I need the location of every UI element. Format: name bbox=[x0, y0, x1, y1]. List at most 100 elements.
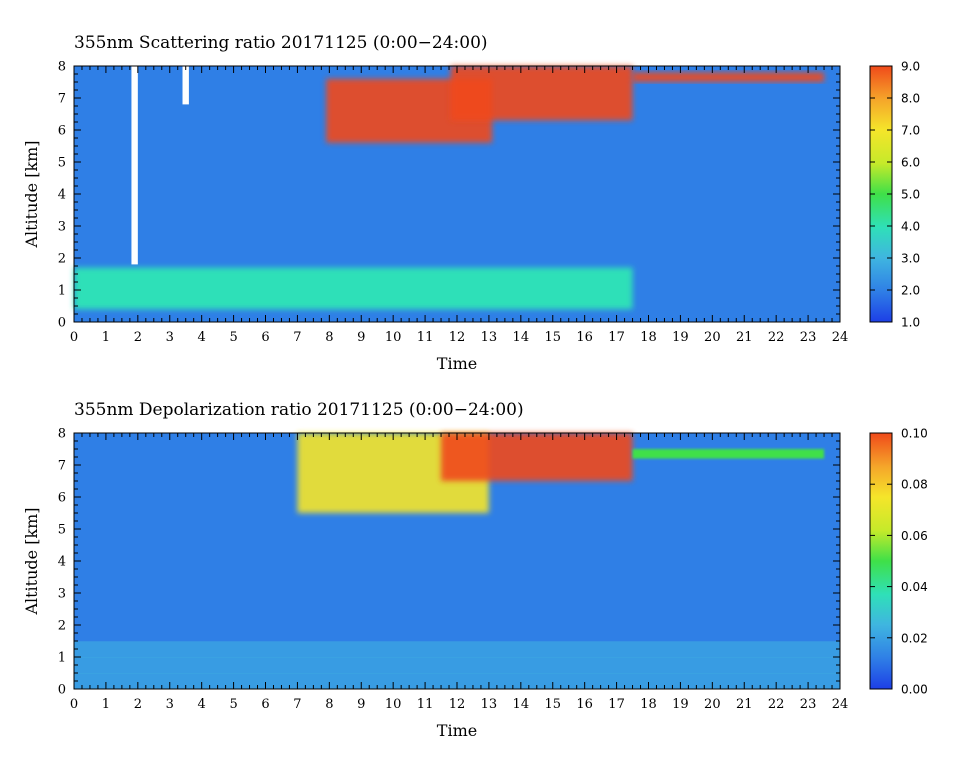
x-tick-label: 10 bbox=[385, 697, 402, 712]
heatmap-band bbox=[74, 194, 840, 211]
x-tick-label: 6 bbox=[261, 330, 269, 345]
x-tick-label: 6 bbox=[261, 697, 269, 712]
heatmap-band bbox=[74, 162, 840, 179]
y-axis: 0 1 2 3 4 5 6 7 8 bbox=[58, 60, 840, 331]
x-tick-label: 20 bbox=[704, 697, 721, 712]
colorbar-tick-label: 3.0 bbox=[901, 252, 920, 266]
heatmap-cloud bbox=[450, 66, 633, 121]
y-tick-label: 0 bbox=[58, 316, 66, 331]
y-tick-label: 7 bbox=[58, 92, 66, 107]
y-tick-label: 6 bbox=[58, 491, 66, 506]
x-tick-label: 1 bbox=[102, 330, 110, 345]
x-tick-label: 15 bbox=[544, 330, 561, 345]
heatmap-band bbox=[74, 178, 840, 195]
y-axis-label: Altitude [km] bbox=[22, 140, 41, 248]
x-tick-label: 5 bbox=[229, 697, 237, 712]
x-tick-label: 14 bbox=[513, 697, 530, 712]
y-tick-label: 3 bbox=[58, 220, 66, 235]
chart-title: 355nm Depolarization ratio 20171125 (0:0… bbox=[74, 400, 524, 420]
colorbar-tick-label: 9.0 bbox=[901, 60, 920, 74]
plot-area bbox=[74, 433, 840, 690]
x-tick-label: 13 bbox=[481, 330, 498, 345]
y-tick-label: 8 bbox=[58, 427, 66, 442]
x-tick-label: 18 bbox=[640, 697, 657, 712]
y-tick-label: 2 bbox=[58, 619, 66, 634]
heatmap-missing bbox=[182, 66, 189, 105]
x-tick-label: 19 bbox=[672, 697, 689, 712]
x-tick-label: 23 bbox=[800, 697, 817, 712]
x-tick-label: 11 bbox=[417, 330, 434, 345]
colorbar-ticks: 0.00 0.02 0.04 0.06 0.08 0.10 bbox=[870, 427, 928, 697]
x-tick-label: 3 bbox=[166, 697, 174, 712]
x-tick-label: 16 bbox=[576, 330, 593, 345]
x-tick-label: 21 bbox=[736, 697, 753, 712]
y-tick-label: 8 bbox=[58, 60, 66, 75]
heatmap-boundary-layer bbox=[74, 267, 633, 310]
x-tick-label: 24 bbox=[832, 330, 849, 345]
x-tick-label: 23 bbox=[800, 330, 817, 345]
y-tick-label: 4 bbox=[58, 555, 66, 570]
x-tick-label: 3 bbox=[166, 330, 174, 345]
x-tick-label: 18 bbox=[640, 330, 657, 345]
x-tick-label: 16 bbox=[576, 697, 593, 712]
y-tick-label: 5 bbox=[58, 523, 66, 538]
x-tick-label: 21 bbox=[736, 330, 753, 345]
heatmap-band bbox=[74, 577, 840, 594]
y-tick-label: 3 bbox=[58, 587, 66, 602]
x-tick-label: 22 bbox=[768, 697, 785, 712]
x-axis-label: Time bbox=[437, 721, 477, 740]
x-tick-label: 24 bbox=[832, 697, 849, 712]
y-tick-label: 0 bbox=[58, 683, 66, 698]
colorbar-tick-label: 7.0 bbox=[901, 124, 920, 138]
heatmap-missing bbox=[131, 66, 138, 265]
heatmap-cloud bbox=[632, 72, 825, 82]
colorbar-tick-label: 6.0 bbox=[901, 156, 920, 170]
x-tick-label: 10 bbox=[385, 330, 402, 345]
chart-title: 355nm Scattering ratio 20171125 (0:00−24… bbox=[74, 33, 488, 53]
heatmap-band bbox=[74, 242, 840, 259]
colorbar-tick-label: 1.0 bbox=[901, 316, 920, 330]
x-tick-label: 0 bbox=[70, 330, 78, 345]
x-tick-label: 14 bbox=[513, 330, 530, 345]
x-tick-label: 8 bbox=[325, 697, 333, 712]
heatmap-band bbox=[74, 545, 840, 562]
y-tick-label: 6 bbox=[58, 124, 66, 139]
colorbar-tick-label: 0.04 bbox=[901, 580, 928, 594]
x-tick-label: 1 bbox=[102, 697, 110, 712]
colorbar-tick-label: 0.10 bbox=[901, 427, 928, 441]
plot-area bbox=[74, 66, 840, 323]
y-tick-label: 5 bbox=[58, 156, 66, 171]
x-tick-label: 5 bbox=[229, 330, 237, 345]
heatmap-layer bbox=[632, 449, 825, 459]
colorbar-ticks: 1.0 2.0 3.0 4.0 5.0 6.0 7.0 8.0 9.0 bbox=[870, 60, 920, 330]
x-tick-label: 17 bbox=[608, 697, 625, 712]
x-tick-label: 13 bbox=[481, 697, 498, 712]
heatmap-band bbox=[74, 641, 840, 658]
heatmap-band bbox=[74, 226, 840, 243]
heatmap-cloud bbox=[441, 433, 633, 481]
colorbar-tick-label: 8.0 bbox=[901, 92, 920, 106]
x-tick-label: 7 bbox=[293, 330, 301, 345]
heatmap-band bbox=[74, 561, 840, 578]
colorbar-tick-label: 2.0 bbox=[901, 284, 920, 298]
x-axis: 0 1 2 3 4 5 6 7 8 9 10 11 12 13 14 15 16 17 18 19 20 21 22 23 24 bbox=[70, 66, 848, 345]
x-tick-label: 4 bbox=[198, 697, 206, 712]
colorbar-tick-label: 0.08 bbox=[901, 478, 928, 492]
colorbar bbox=[869, 432, 893, 690]
heatmap-band bbox=[74, 513, 840, 530]
x-tick-label: 12 bbox=[449, 697, 466, 712]
x-tick-label: 4 bbox=[198, 330, 206, 345]
heatmap-band bbox=[74, 146, 840, 163]
colorbar-tick-label: 0.02 bbox=[901, 631, 928, 645]
y-axis: 0 1 2 3 4 5 6 7 8 bbox=[58, 427, 840, 698]
y-tick-label: 7 bbox=[58, 459, 66, 474]
colorbar-tick-label: 0.00 bbox=[901, 683, 928, 697]
depolarization-ratio-panel: 355nm Depolarization ratio 20171125 (0:0… bbox=[22, 400, 928, 740]
x-tick-label: 9 bbox=[357, 330, 365, 345]
x-tick-label: 12 bbox=[449, 330, 466, 345]
heatmap-band bbox=[74, 529, 840, 546]
x-tick-label: 7 bbox=[293, 697, 301, 712]
x-axis-label: Time bbox=[437, 354, 477, 373]
x-tick-label: 9 bbox=[357, 697, 365, 712]
